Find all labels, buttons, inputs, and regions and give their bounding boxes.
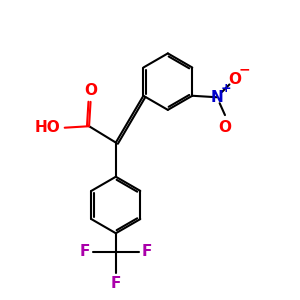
Text: O: O [218, 120, 232, 135]
Text: −: − [238, 63, 250, 76]
Text: O: O [84, 83, 97, 98]
Text: F: F [141, 244, 152, 259]
Text: F: F [80, 244, 90, 259]
Text: O: O [228, 72, 241, 87]
Text: N: N [210, 90, 223, 105]
Text: HO: HO [34, 120, 60, 135]
Text: +: + [221, 82, 232, 95]
Text: F: F [111, 276, 121, 291]
